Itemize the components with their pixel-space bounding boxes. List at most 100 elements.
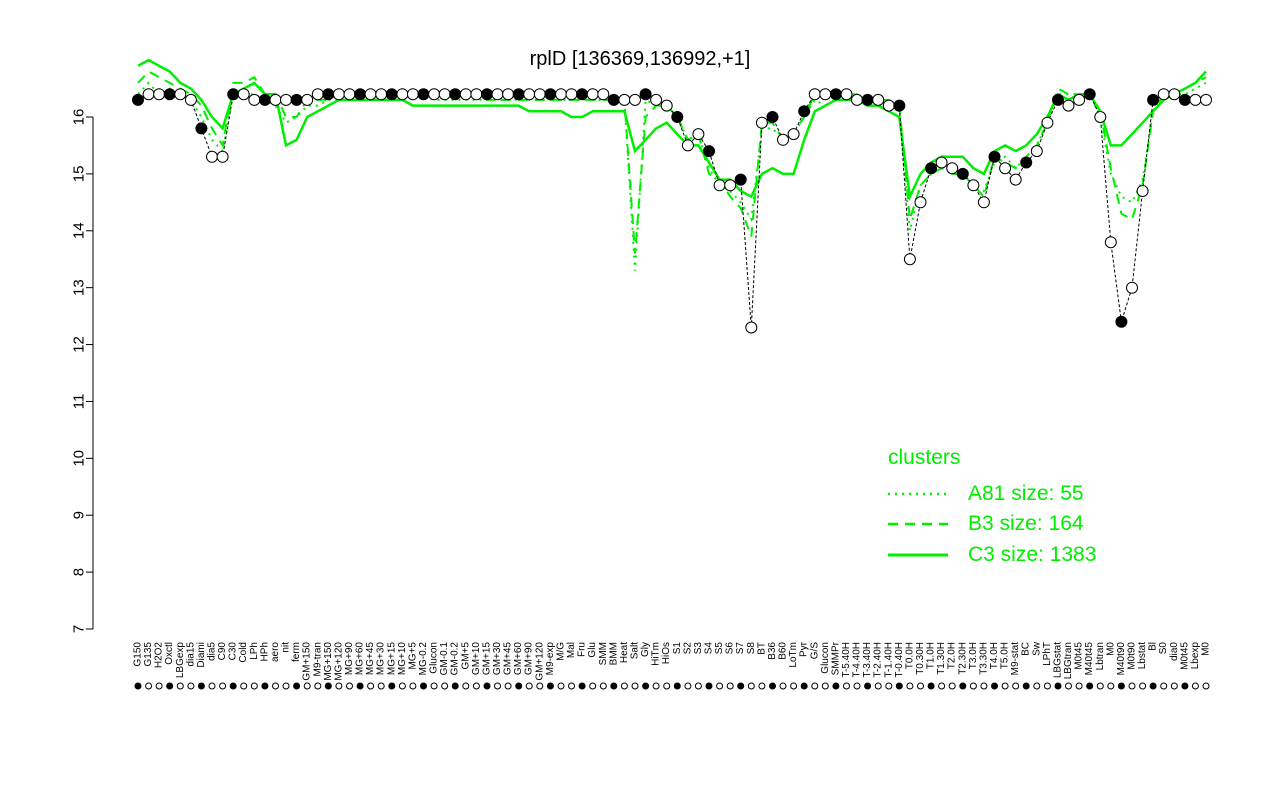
data-point [481,88,493,101]
x-mark [694,682,702,690]
x-label: GM+15 [481,642,492,676]
x-label: M0 [1105,642,1116,656]
x-mark [472,682,480,690]
x-mark [388,682,396,690]
x-label: MG+15 [386,642,397,676]
y-tick-label: 8 [71,568,88,576]
data-point [248,93,261,106]
data-point [163,88,176,101]
x-mark [969,682,977,690]
x-mark [843,682,850,690]
x-label: H2O2 [154,642,165,669]
data-point [586,88,599,101]
data-point [1083,88,1096,101]
x-label: T1.30H [936,642,947,675]
data-point [1147,93,1160,106]
x-mark [187,682,195,690]
x-label: Bl [1148,642,1159,651]
x-label: SMMPr [830,641,841,675]
data-point [470,88,483,101]
x-mark [1075,682,1083,690]
x-label: HiTm [651,642,662,666]
x-label: MG+90 [344,642,355,676]
x-label: MG+45 [365,642,376,676]
x-mark [568,682,575,690]
data-point [311,88,324,101]
x-mark [663,682,671,690]
data-point [882,99,895,112]
x-mark [705,682,713,690]
x-mark [578,682,586,690]
x-mark [1033,682,1041,690]
x-label: LBGstat [1052,642,1063,678]
data-point [724,179,737,192]
x-mark [1128,682,1136,690]
data-point [512,88,525,101]
x-label: Fru [577,642,588,657]
x-mark [515,682,523,690]
data-point [280,93,292,106]
x-label: LBGexp [175,642,186,679]
data-point [375,88,388,101]
x-label: S2 [682,642,693,655]
x-label: M9-exp [545,642,556,676]
x-mark [684,682,692,690]
x-label: T-2.40H [873,642,884,678]
data-point [1104,236,1117,249]
x-label: Lbtran [1095,642,1106,670]
x-label: G/S [809,642,820,660]
data-point [629,93,641,106]
x-mark [420,682,427,690]
x-mark [1107,682,1115,690]
data-point [681,139,694,152]
x-label: T2.30H [957,642,968,675]
data-point [195,122,208,135]
x-label: T-4.40H [852,642,863,678]
x-label: M0t45 [1179,642,1190,670]
data-point [1062,99,1075,112]
x-label: LoTm [788,642,799,668]
data-point [861,93,874,106]
x-mark [1043,682,1051,690]
data-point [671,111,684,123]
data-point [396,88,409,101]
x-mark [642,682,650,690]
x-mark [1001,682,1009,690]
x-mark [980,682,988,690]
y-tick-label: 16 [71,109,88,126]
data-point [713,179,726,192]
data-point [269,93,282,106]
x-label: MG+5 [407,642,418,670]
data-point [142,88,155,101]
x-mark [272,682,279,690]
x-mark [483,682,491,690]
x-mark [314,682,322,690]
x-label: T0.30H [915,642,926,675]
x-label: S8 [746,642,757,655]
x-mark [409,682,417,690]
data-point [184,93,197,106]
y-tick-label: 15 [71,166,88,183]
data-point [618,93,631,106]
x-label: S6 [725,642,736,655]
x-mark [166,682,174,690]
data-point [903,253,916,266]
x-mark [726,682,734,690]
data-point [819,88,832,101]
x-label: Oxctl [164,642,175,665]
data-point [999,162,1012,175]
data-point [449,88,462,101]
data-point [745,321,758,334]
x-mark [303,682,311,690]
x-label: Sw [1031,641,1042,656]
x-label: M0 [1201,642,1212,656]
x-label: GM+45 [503,642,514,676]
data-point [290,93,303,106]
x-label: LBGtran [1063,642,1074,679]
x-mark [620,682,628,690]
data-point [544,88,557,101]
x-label: dia0 [1169,642,1180,661]
data-point [438,88,451,101]
x-label: Lbstat [1137,642,1148,669]
